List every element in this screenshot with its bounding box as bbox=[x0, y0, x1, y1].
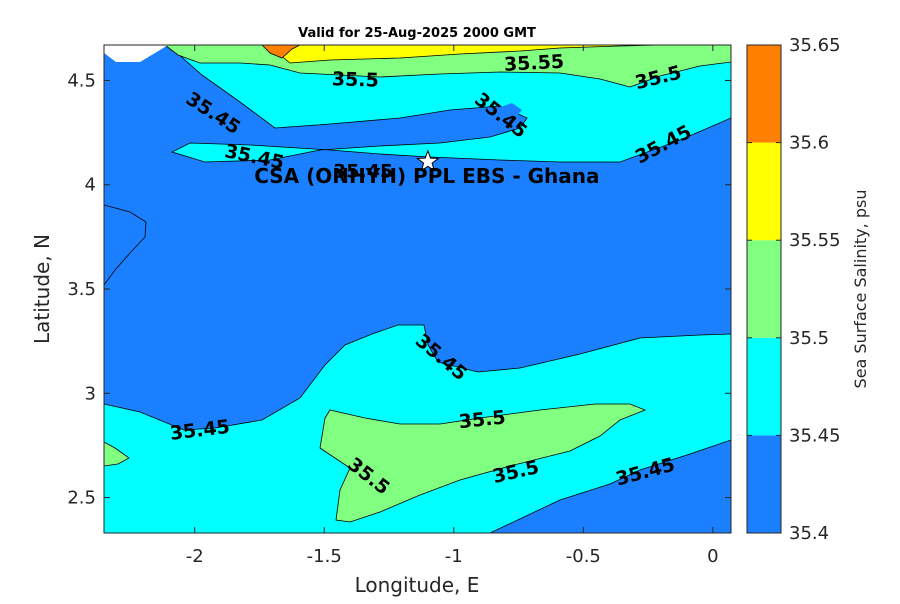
colorbar-frame bbox=[746, 44, 782, 534]
y-tick-label: 4 bbox=[85, 175, 96, 196]
colorbar-segment bbox=[747, 142, 781, 241]
colorbar-label: Sea Surface Salinity, psu bbox=[851, 190, 870, 389]
y-axis-label: Latitude, N bbox=[30, 234, 54, 344]
contour-label: 35.55 bbox=[503, 51, 564, 76]
y-tick-label: 3 bbox=[85, 383, 96, 404]
colorbar-tick-label: 35.45 bbox=[789, 425, 841, 446]
colorbar: 35.4 35.45 35.5 35.55 35.6 35.65 bbox=[746, 35, 841, 544]
contour-label: 35.5 bbox=[332, 68, 380, 92]
contour-label: 35.5 bbox=[458, 406, 507, 433]
colorbar-segment bbox=[747, 240, 781, 338]
west-contour-line bbox=[104, 204, 147, 286]
colorbar-tick-label: 35.6 bbox=[789, 133, 829, 154]
site-marker: CSA (ONHYH) PPL EBS - Ghana bbox=[254, 149, 600, 188]
x-axis: -2 -1.5 -1 -0.5 0 bbox=[186, 45, 719, 567]
band-north-35-60 bbox=[261, 45, 301, 59]
band-west-35-50 bbox=[104, 441, 130, 467]
colorbar-segment bbox=[747, 435, 781, 533]
x-tick-label: -1.5 bbox=[307, 546, 342, 567]
x-tick-label: -0.5 bbox=[566, 546, 601, 567]
x-axis-label: Longitude, E bbox=[355, 573, 480, 597]
site-star-icon bbox=[416, 149, 440, 172]
colorbar-tick-label: 35.65 bbox=[789, 35, 841, 56]
y-tick-label: 4.5 bbox=[67, 70, 96, 91]
x-tick-label: 0 bbox=[707, 546, 718, 567]
colorbar-segment bbox=[747, 337, 781, 436]
site-label: CSA (ONHYH) PPL EBS - Ghana bbox=[254, 164, 599, 188]
y-axis: 2.5 3 3.5 4 4.5 bbox=[67, 70, 731, 509]
no-data-patch bbox=[104, 45, 168, 62]
band-south-35-50 bbox=[319, 403, 647, 523]
contour-label: 35.45 bbox=[333, 161, 393, 183]
colorbar-tick-label: 35.5 bbox=[789, 328, 829, 349]
chart-title: Valid for 25-Aug-2025 2000 GMT bbox=[298, 26, 536, 41]
band-sliver-35-40 bbox=[498, 103, 522, 118]
x-tick-label: -1 bbox=[445, 546, 463, 567]
y-tick-label: 3.5 bbox=[67, 279, 96, 300]
colorbar-tick-label: 35.55 bbox=[789, 230, 841, 251]
plot-area bbox=[104, 45, 731, 533]
colorbar-tick-label: 35.4 bbox=[789, 523, 829, 544]
x-tick-label: -2 bbox=[186, 546, 204, 567]
colorbar-segment bbox=[747, 45, 781, 143]
y-tick-label: 2.5 bbox=[67, 488, 96, 509]
